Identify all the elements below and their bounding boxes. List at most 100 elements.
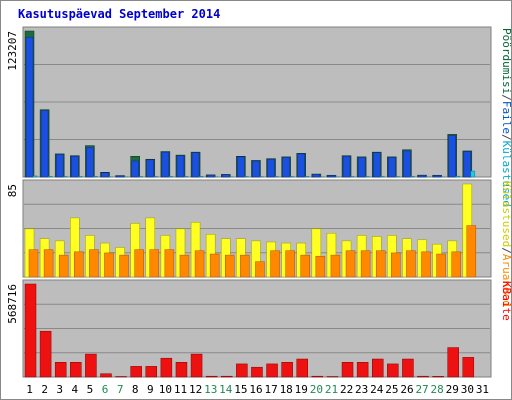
x-tick-label: 28: [431, 383, 444, 396]
bar-files: [86, 147, 94, 178]
bar-kbytes: [356, 362, 369, 378]
y-axis-title: KBaite: [500, 281, 512, 321]
bar-files: [297, 153, 305, 178]
bar-files: [463, 151, 472, 178]
x-tick-label: 29: [446, 383, 459, 396]
bar-files: [161, 151, 170, 178]
bar-reports: [270, 250, 280, 278]
bar-reports: [466, 225, 477, 278]
bar-files: [357, 157, 366, 178]
bar-reports: [285, 250, 295, 278]
y-axis-title-part: KBaite: [500, 281, 512, 321]
x-tick-label: 7: [117, 383, 124, 396]
x-tick-label: 27: [415, 383, 428, 396]
bar-kbytes: [236, 363, 248, 378]
x-tick-label: 5: [87, 383, 94, 396]
bar-kbytes: [371, 358, 384, 378]
y-axis-title: Külastused/Aruanded: [500, 181, 512, 307]
bar-visits: [32, 175, 38, 178]
bar-files: [40, 110, 49, 178]
bar-files: [55, 154, 64, 178]
x-tick-label: 19: [295, 383, 308, 396]
bar-kbytes: [281, 362, 293, 378]
x-tick-label: 11: [174, 383, 187, 396]
bar-kbytes: [296, 358, 308, 378]
bar-kbytes: [130, 366, 142, 378]
x-tick-label: 17: [264, 383, 277, 396]
bar-kbytes: [70, 362, 82, 378]
bar-files: [448, 135, 456, 178]
bar-reports: [194, 250, 205, 278]
bar-kbytes: [190, 353, 203, 378]
bar-files: [131, 160, 139, 178]
bar-reports: [89, 249, 99, 278]
x-tick-label: 15: [234, 383, 247, 396]
x-tick-label: 20: [310, 383, 323, 396]
y-axis-title-part: /: [500, 247, 512, 254]
bar-files: [237, 156, 245, 178]
bar-kbytes: [24, 283, 37, 378]
x-tick-label: 18: [280, 383, 293, 396]
bar-reports: [360, 250, 371, 278]
bar-files: [116, 175, 124, 178]
bar-reports: [240, 254, 250, 278]
bar-kbytes: [39, 330, 52, 378]
bar-files: [252, 160, 260, 178]
bar-reports: [119, 254, 129, 278]
x-tick-label: 23: [355, 383, 368, 396]
y-max-label: 568716: [6, 284, 19, 324]
x-tick-label: 22: [340, 383, 353, 396]
bar-files: [25, 36, 34, 178]
bar-files: [71, 156, 79, 178]
x-tick-label: 6: [102, 383, 109, 396]
bar-kbytes: [432, 376, 444, 378]
bar-reports: [255, 261, 265, 278]
x-tick-label: 24: [370, 383, 384, 396]
bar-kbytes: [251, 366, 263, 378]
y-axis-title-part: Aruanded: [500, 254, 512, 307]
y-axis-title-part: Külastused: [500, 141, 512, 207]
bar-files: [176, 155, 185, 178]
bar-kbytes: [462, 357, 475, 378]
y-axis-title-part: Faile: [500, 101, 512, 134]
bar-visits: [198, 176, 204, 178]
bar-reports: [179, 254, 190, 278]
bar-kbytes: [205, 375, 218, 378]
bar-files: [191, 152, 200, 178]
y-max-label: 123207: [6, 31, 19, 71]
bar-reports: [225, 254, 235, 278]
bar-reports: [345, 250, 356, 278]
bar-visits: [168, 176, 174, 178]
bar-visits: [410, 176, 415, 178]
bar-files: [327, 175, 336, 178]
bar-reports: [74, 251, 84, 278]
y-axis-title-part: /: [500, 134, 512, 141]
bar-kbytes: [54, 362, 67, 378]
bar-reports: [149, 249, 160, 278]
bar-kbytes: [160, 357, 173, 378]
x-tick-label: 25: [385, 383, 398, 396]
x-tick-label: 13: [204, 383, 217, 396]
bar-files: [222, 174, 230, 178]
bar-kbytes: [85, 353, 97, 378]
bar-reports: [421, 251, 431, 278]
bar-reports: [375, 250, 386, 278]
bar-files: [433, 175, 441, 178]
x-tick-label: 31: [476, 383, 489, 396]
bar-visits: [93, 176, 98, 178]
y-axis-title: Pöördumisi/Faile/Külastused: [500, 28, 512, 207]
bar-files: [267, 158, 275, 178]
bar-visits: [379, 176, 385, 178]
bar-kbytes: [100, 373, 112, 378]
bar-visits: [47, 176, 53, 178]
bar-kbytes: [145, 366, 158, 378]
x-tick-label: 14: [219, 383, 233, 396]
x-tick-label: 30: [461, 383, 474, 396]
bar-files: [206, 174, 215, 178]
x-tick-label: 4: [72, 383, 79, 396]
bar-files: [342, 156, 351, 178]
bar-reports: [330, 254, 341, 278]
y-max-label: 85: [6, 184, 19, 197]
bar-files: [282, 157, 290, 178]
bar-kbytes: [221, 375, 233, 378]
